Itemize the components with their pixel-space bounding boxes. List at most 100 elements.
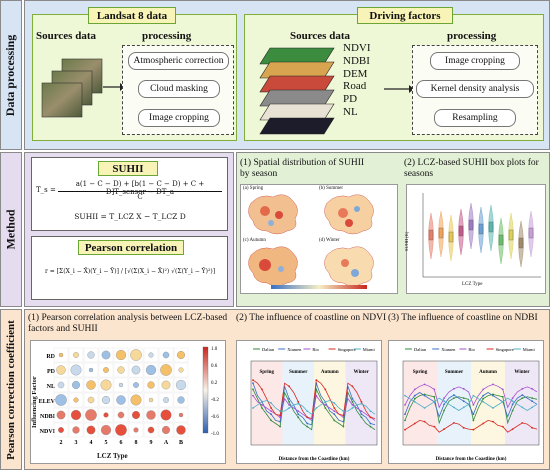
corr-cell	[83, 362, 99, 378]
layer-nl: NL	[343, 105, 358, 118]
driving-step-resampling: Resampling	[434, 109, 516, 127]
corr-caption: (1) Pearson correlation analysis between…	[28, 313, 228, 334]
corr-dot	[148, 397, 154, 403]
series-point	[315, 394, 318, 397]
corr-dot	[72, 381, 80, 389]
corr-dot	[86, 425, 96, 435]
series-point	[288, 397, 290, 400]
series-point	[462, 387, 465, 390]
season-label: Summer	[289, 370, 308, 375]
series-point	[472, 428, 475, 431]
series-point	[492, 407, 494, 409]
corr-dot	[146, 410, 156, 420]
corr-dot	[73, 352, 79, 358]
series-point	[279, 416, 281, 419]
series-point	[531, 406, 533, 409]
series-point	[531, 387, 533, 390]
corr-col-label: 3	[75, 440, 78, 446]
box-11	[528, 227, 534, 239]
corr-col-label: 4	[90, 440, 93, 446]
series-point	[315, 379, 318, 381]
corr-cell	[143, 422, 159, 438]
corr-dot	[87, 351, 95, 359]
series-point	[342, 420, 345, 423]
series-point	[443, 409, 445, 412]
corr-dot	[56, 410, 66, 420]
series-point	[369, 410, 372, 412]
corr-dot	[73, 397, 79, 403]
series-point	[501, 400, 504, 403]
map-caption: (1) Spatial distribution of SUHII by sea…	[240, 158, 365, 179]
boxplot-ylabel: SUHII (K)	[404, 225, 414, 255]
corr-dot	[147, 426, 155, 434]
corr-cell	[83, 422, 99, 438]
box-6	[478, 223, 484, 235]
pearson-title: Pearson correlation	[78, 240, 184, 255]
series-point	[270, 413, 272, 416]
corr-cell	[143, 392, 159, 408]
landsat-step-atmospheric: Atmospheric correction	[128, 52, 229, 70]
corr-cell	[158, 362, 174, 378]
layer-ndbi: NDBI	[343, 54, 370, 67]
corr-cell	[53, 362, 69, 378]
corr-col-label: 6	[120, 440, 123, 446]
corr-dot	[177, 396, 185, 404]
corr-row-label: ELEV	[39, 399, 56, 405]
ndvi-caption: (2) The influence of coastline on NDVI	[236, 313, 387, 323]
series-point	[423, 407, 426, 409]
series-point	[531, 400, 533, 403]
season-band	[314, 361, 346, 445]
series-point	[462, 426, 465, 429]
corr-cell	[113, 407, 129, 423]
series-point	[462, 406, 465, 409]
driving-processing-label: processing	[447, 30, 497, 42]
corr-dot	[130, 349, 142, 361]
box-2	[438, 227, 444, 239]
series-point	[453, 406, 455, 409]
box-7	[488, 221, 494, 233]
corr-dot	[147, 381, 155, 389]
series-point	[369, 422, 372, 425]
corr-cell	[128, 347, 144, 363]
map-label-autumn: (c) Autumn	[243, 238, 266, 243]
corr-row-label: RD	[46, 354, 55, 360]
series-point	[297, 416, 300, 419]
series-point	[369, 425, 372, 428]
legend-label: Singapore	[338, 347, 356, 352]
series-point	[443, 400, 445, 403]
corr-dot	[178, 367, 184, 373]
method-label-text: Method	[3, 209, 18, 250]
series-point	[472, 413, 475, 416]
box-3	[448, 231, 454, 243]
corr-dot	[103, 367, 109, 373]
series-point	[252, 379, 254, 381]
series-point	[252, 407, 254, 409]
season-label: Spring	[260, 370, 275, 375]
season-label: Autumn	[479, 370, 497, 375]
series-point	[270, 407, 272, 409]
legend-label: Xiamen	[287, 347, 302, 352]
series-line	[252, 383, 376, 426]
series-point	[279, 425, 281, 428]
corr-cell	[128, 392, 144, 408]
corr-cell	[113, 362, 129, 378]
corr-dot	[177, 351, 185, 359]
corr-dot	[148, 352, 154, 358]
corr-cell	[68, 362, 84, 378]
series-point	[288, 407, 290, 409]
corr-cell	[158, 407, 174, 423]
corr-cell	[128, 407, 144, 423]
colorbar-tick: 1.0	[211, 347, 218, 352]
series-point	[270, 402, 272, 404]
landsat-step-cloud: Cloud masking	[138, 80, 220, 98]
series-point	[360, 413, 363, 416]
series-point	[351, 385, 354, 388]
corr-dot	[100, 379, 112, 391]
corr-cell	[98, 362, 114, 378]
series-point	[453, 394, 455, 396]
corr-cell	[128, 362, 144, 378]
season-band	[505, 361, 539, 445]
box-10	[518, 237, 524, 249]
corr-dot	[58, 352, 64, 358]
ts-formula-bar	[58, 191, 222, 192]
